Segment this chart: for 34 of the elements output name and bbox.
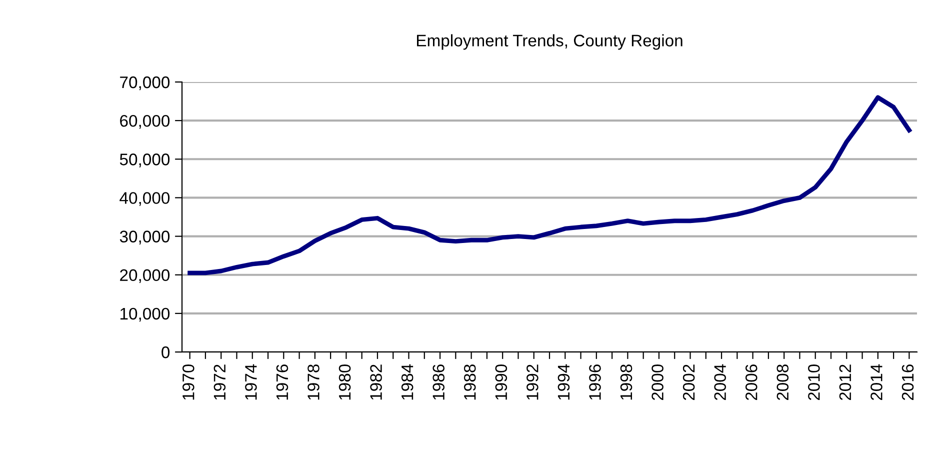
x-tick-label: 1998 bbox=[620, 364, 632, 400]
y-tick-label: 20,000 bbox=[120, 269, 170, 284]
x-tick-label: 1988 bbox=[464, 364, 476, 400]
y-tick-label: 10,000 bbox=[120, 308, 170, 322]
x-tick-label: 1970 bbox=[182, 364, 194, 400]
y-tick-label: 70,000 bbox=[120, 76, 170, 90]
x-tick-label: 2010 bbox=[808, 364, 820, 400]
chart-title: Employment Trends, County Region bbox=[417, 34, 682, 50]
y-tick-label: 40,000 bbox=[120, 192, 170, 206]
y-tick-label: 50,000 bbox=[120, 154, 170, 168]
x-tick-label: 1992 bbox=[526, 364, 538, 400]
x-tick-label: 1990 bbox=[495, 364, 508, 400]
y-tick-label: 0 bbox=[162, 346, 170, 358]
x-tick-label: 1972 bbox=[214, 364, 226, 400]
line-series bbox=[188, 95, 912, 276]
x-tick-label: 2016 bbox=[902, 364, 914, 400]
x-tick-label: 2012 bbox=[839, 364, 852, 400]
x-tick-label: 1974 bbox=[245, 364, 257, 400]
x-tick-label: 1986 bbox=[432, 364, 445, 400]
x-tick-label: 1980 bbox=[338, 364, 351, 400]
x-tick-label: 1994 bbox=[558, 364, 570, 400]
x-tick-label: 1978 bbox=[308, 364, 320, 400]
x-tick-label: 1996 bbox=[589, 364, 601, 400]
y-tick-label: 30,000 bbox=[120, 230, 170, 244]
x-tick-label: 1984 bbox=[401, 364, 414, 400]
x-tick-label: 2002 bbox=[682, 364, 695, 400]
y-tick-label: 60,000 bbox=[120, 114, 170, 129]
x-tick-label: 2014 bbox=[870, 364, 882, 400]
x-tick-label: 1982 bbox=[370, 364, 382, 400]
x-tick-label: 2006 bbox=[745, 364, 758, 400]
x-tick-label: 2004 bbox=[714, 364, 726, 400]
x-tick-label: 1976 bbox=[276, 364, 288, 400]
x-tick-label: 2000 bbox=[652, 364, 664, 400]
x-tick-label: 2008 bbox=[776, 364, 789, 400]
